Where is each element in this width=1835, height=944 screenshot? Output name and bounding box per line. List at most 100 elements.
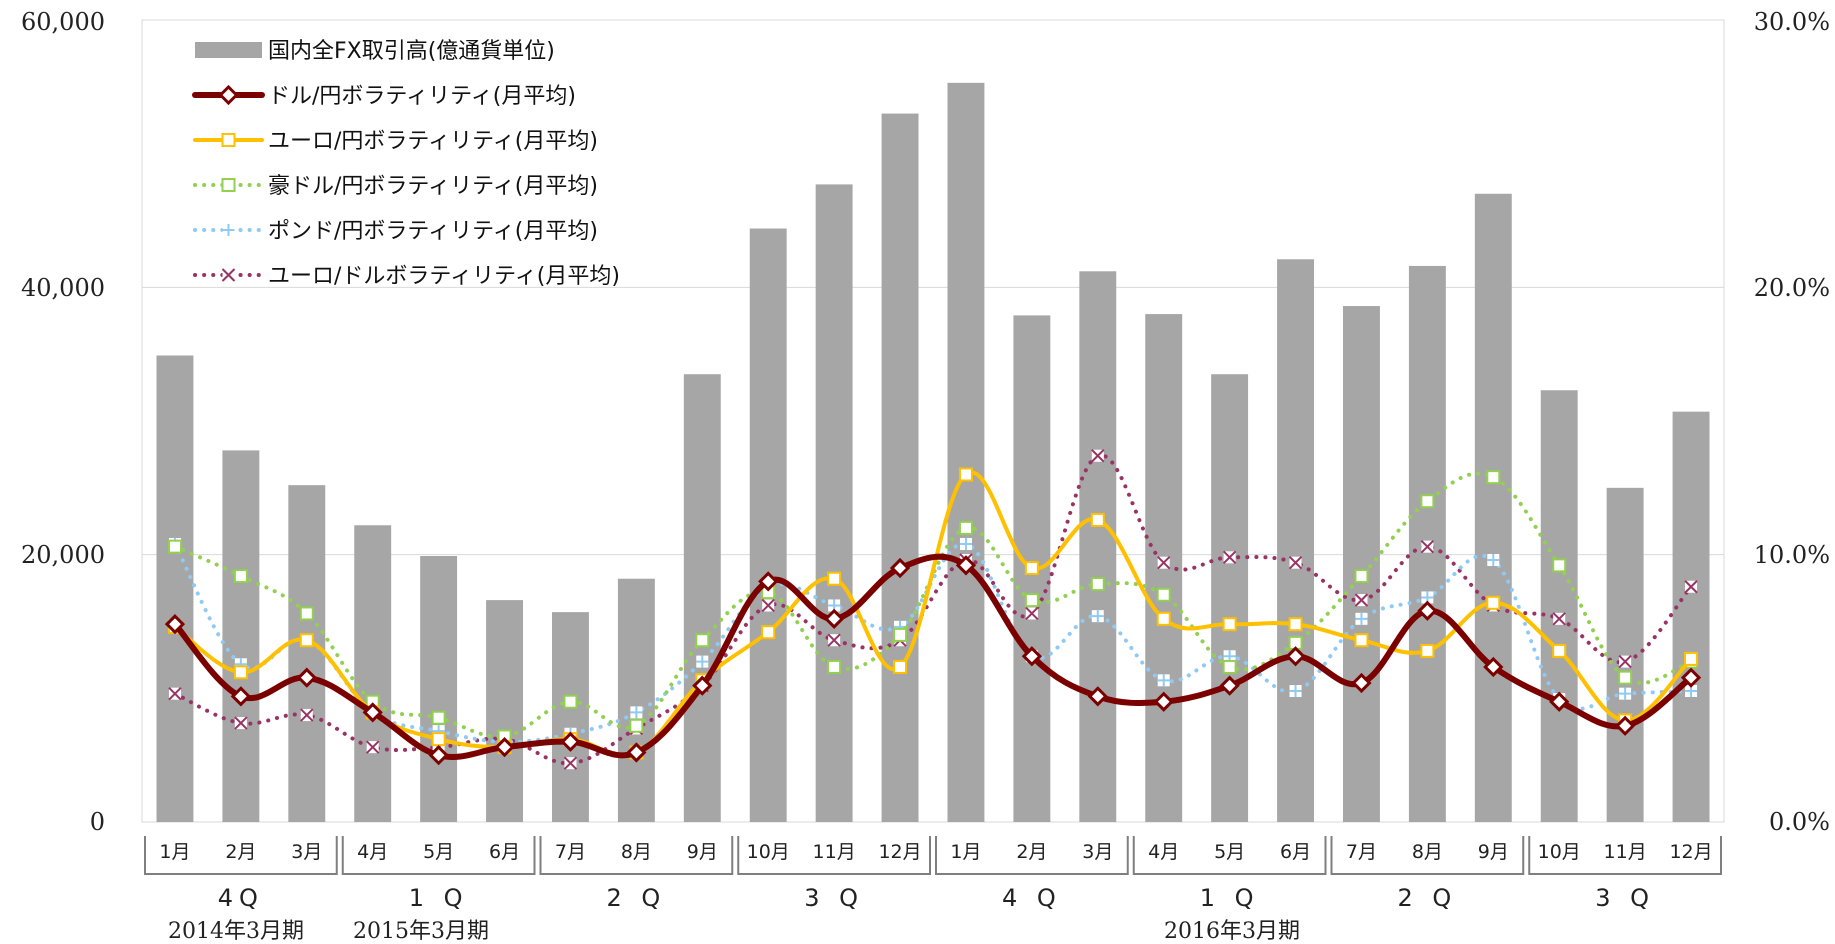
series-4-point-23-glyph xyxy=(1619,687,1632,700)
series-5-point-15 xyxy=(1091,449,1105,463)
quarter-label-4: 3 Q xyxy=(804,884,864,912)
series-1-point-16 xyxy=(1153,691,1174,712)
series-4-point-13 xyxy=(959,537,972,550)
series-5-point-17 xyxy=(1222,550,1237,565)
series-4-point-16 xyxy=(1157,674,1170,687)
series-5-point-23 xyxy=(1618,654,1632,669)
bar-4 xyxy=(354,525,392,822)
legend-swatch-0 xyxy=(195,42,262,58)
series-5-point-22 xyxy=(1552,612,1566,626)
series-3-point-16 xyxy=(1156,587,1171,602)
series-1-point-10 xyxy=(758,571,779,592)
legend-label-1: ドル/円ボラティリティ(月平均) xyxy=(268,84,576,109)
series-5-point-16-glyph xyxy=(1157,555,1171,570)
series-3-point-19 xyxy=(1354,569,1369,584)
series-3-point-9 xyxy=(695,633,710,648)
series-3-point-20 xyxy=(1420,494,1435,509)
left-tick-0: 0 xyxy=(90,808,105,836)
category-label-4: 4月 xyxy=(357,841,388,863)
series-4-point-18 xyxy=(1289,685,1302,698)
series-5-point-3-glyph xyxy=(300,708,314,722)
series-5-point-2 xyxy=(234,716,248,730)
series-4-point-21-glyph xyxy=(1487,554,1500,567)
series-3-point-8 xyxy=(629,718,644,733)
series-3-point-22 xyxy=(1552,558,1567,573)
series-4-line xyxy=(172,541,1694,744)
legend: 国内全FX取引高(億通貨単位) ドル/円ボラティリティ(月平均) ユーロ/円ボラティ… xyxy=(192,39,620,289)
bar-6 xyxy=(486,600,523,822)
series-5-point-23-glyph xyxy=(1618,654,1632,669)
series-2-point-20 xyxy=(1420,643,1435,658)
series-2-point-2 xyxy=(233,665,248,680)
series-5-point-24 xyxy=(1684,580,1698,594)
series-4-point-9 xyxy=(696,655,709,668)
series-4-point-8 xyxy=(630,706,643,719)
quarter-bracket-4 xyxy=(737,836,931,875)
series-1-point-21 xyxy=(1483,656,1504,678)
legend-label-0: 国内全FX取引高(億通貨単位) xyxy=(268,39,555,64)
series-1-point-22 xyxy=(1549,691,1570,712)
fiscal-year-2016: 2016年3月期 xyxy=(1164,919,1300,944)
series-2-point-18 xyxy=(1288,617,1303,632)
series-3-line xyxy=(172,471,1694,739)
volatility-lines xyxy=(164,449,1702,770)
bar-23 xyxy=(1606,487,1644,822)
series-5-point-11-glyph xyxy=(827,633,841,647)
category-label-6: 6月 xyxy=(489,841,520,863)
series-5 xyxy=(168,449,1698,770)
category-label-10: 10月 xyxy=(747,841,790,863)
plot-area-border xyxy=(141,19,1725,823)
category-label-2: 2月 xyxy=(225,841,256,863)
bar-15 xyxy=(1079,271,1117,822)
series-3-point-5 xyxy=(431,710,446,725)
legend-label-3: 豪ドル/円ボラティリティ(月平均) xyxy=(268,174,598,199)
category-label-16: 4月 xyxy=(1148,841,1179,863)
bar-5 xyxy=(420,556,458,822)
bar-8 xyxy=(617,578,655,822)
series-1-point-8 xyxy=(626,742,647,763)
series-5-point-16 xyxy=(1157,555,1171,570)
category-label-1: 1月 xyxy=(159,841,190,863)
series-5-point-24-glyph xyxy=(1684,580,1698,594)
series-5-point-18-glyph xyxy=(1288,555,1303,570)
legend-label-4: ポンド/円ボラティリティ(月平均) xyxy=(268,219,598,244)
series-3-point-7 xyxy=(563,694,578,709)
series-3 xyxy=(167,470,1699,744)
series-3-point-13 xyxy=(958,520,973,535)
category-label-5: 5月 xyxy=(423,841,454,863)
series-3-point-23 xyxy=(1618,670,1633,685)
series-5-point-1-glyph xyxy=(168,686,182,701)
series-5-point-1 xyxy=(168,686,182,701)
right-axis-ticks: 0.0% 10.0% 20.0% 30.0% xyxy=(1754,8,1830,836)
series-2-point-15 xyxy=(1090,512,1105,527)
series-5-line xyxy=(172,453,1694,766)
bar-24 xyxy=(1672,411,1710,822)
series-1-point-5 xyxy=(428,745,449,766)
quarter-label-6: 1 Q xyxy=(1200,884,1260,912)
series-1-point-20 xyxy=(1417,600,1438,621)
left-tick-3: 60,000 xyxy=(21,8,105,36)
fiscal-year-2014: 2014年3月期 xyxy=(168,919,304,944)
series-3-point-17 xyxy=(1222,659,1237,674)
legend-label-2: ユーロ/円ボラティリティ(月平均) xyxy=(268,129,598,154)
series-5-point-7 xyxy=(563,756,578,770)
series-2-point-19 xyxy=(1354,633,1369,648)
category-label-19: 7月 xyxy=(1346,841,1377,863)
series-5-point-20-glyph xyxy=(1420,539,1435,554)
quarter-label-8: 3 Q xyxy=(1595,884,1655,912)
volume-bars xyxy=(156,82,1710,823)
bar-22 xyxy=(1540,390,1578,822)
series-1-point-11 xyxy=(824,608,845,629)
legend-marker-5 xyxy=(221,268,236,282)
series-4-point-19 xyxy=(1355,612,1368,625)
series-1-point-2 xyxy=(230,686,251,707)
series-2-point-21 xyxy=(1486,595,1501,610)
series-4-point-15-glyph xyxy=(1091,610,1104,623)
category-label-24: 12月 xyxy=(1669,841,1712,863)
series-5-point-4-glyph xyxy=(366,740,380,754)
series-1 xyxy=(164,553,1702,766)
series-1-point-7 xyxy=(560,731,581,752)
series-3-point-12 xyxy=(893,627,908,642)
series-5-point-10 xyxy=(761,598,775,613)
series-4-point-18-glyph xyxy=(1289,685,1302,698)
